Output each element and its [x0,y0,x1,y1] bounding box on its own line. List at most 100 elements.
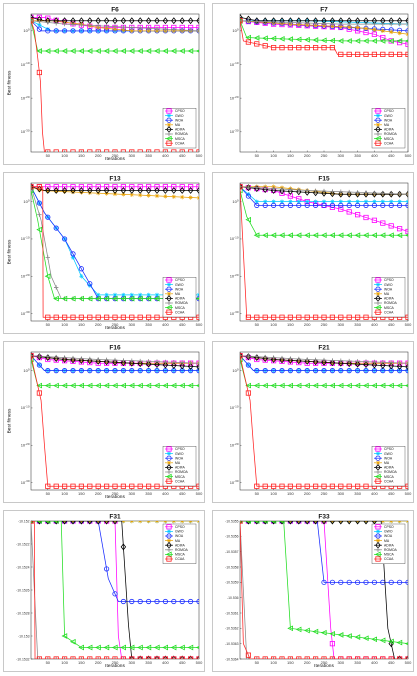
series-marker-GWO [363,199,369,204]
series-marker-ADIFA [61,521,68,525]
series-line-MSCA [240,20,408,42]
x-tick-label: 350 [145,491,152,496]
legend-marker [166,108,172,114]
series-marker-CPSO [329,641,335,647]
series-marker-CPSO [162,184,168,190]
x-tick-label: 450 [388,491,395,496]
series-marker-MSCA [320,382,327,389]
x-tick-label: 450 [179,322,186,327]
series-marker-ADIFA [287,356,294,364]
series-marker-CCAA [346,314,352,320]
series-marker-ADIFA [36,185,43,193]
series-marker-CCAA [405,483,408,489]
legend-label: MA [175,461,181,465]
y-tick-label: -10.5357 [225,550,238,554]
series-marker-WOA [338,202,344,208]
series-marker-ADIFA [112,187,118,194]
x-tick-label: 250 [321,153,328,158]
series-marker-ROMOA [389,21,394,27]
series-marker-MSCA [371,382,378,389]
legend-marker [375,282,381,287]
series-marker-MSCA [278,521,285,524]
series-marker-MSCA [145,644,152,651]
series-marker-ROMOA [54,285,59,290]
legend-label: ADIFA [384,543,395,547]
series-marker-CCAA [129,483,135,489]
chart-title: F33 [318,514,330,521]
x-tick-label: 450 [179,153,186,158]
series-marker-MSCA [270,35,277,42]
series-marker-MSCA [103,382,110,389]
x-tick-label: 250 [321,322,328,327]
series-marker-ADIFA [405,190,408,198]
x-tick-label: 250 [321,660,328,665]
series-marker-WOA [287,202,294,208]
series-marker-CCAA [313,483,319,489]
series-marker-MSCA [153,48,160,54]
series-marker-MSCA [354,232,361,239]
chart-title: F31 [109,514,121,521]
series-marker-ADIFA [405,655,408,659]
x-tick-label: 150 [287,491,294,496]
series-marker-ROMOA [171,656,176,659]
series-marker-CCAA [137,483,143,489]
series-marker-MA [70,189,76,195]
legend-label: MSCA [384,475,395,479]
y-tick-label: 10-20 [21,273,30,279]
legend-marker [375,286,381,292]
series-line-CPSO [31,521,199,659]
series-marker-ROMOA [380,656,385,659]
series-marker-GWO [397,199,402,204]
series-marker-ROMOA [372,190,377,196]
series-marker-ROMOA [180,656,185,659]
series-marker-CCAA [296,314,302,320]
series-group [240,183,408,320]
series-marker-MSCA [128,644,135,651]
series-marker-CCAA [145,483,152,489]
series-marker-WOA [405,368,408,374]
y-tick-label: 100 [232,198,238,204]
legend-label: ROMOA [175,301,189,305]
series-marker-CCAA [304,483,310,489]
series-marker-ADIFA [396,655,403,659]
series-marker-WOA [112,591,118,597]
y-tick-label: 10-20 [21,95,30,101]
series-marker-WOA [405,28,408,34]
series-marker-CCAA [31,18,34,24]
legend-marker [375,108,381,114]
series-marker-ADIFA [103,17,110,25]
series-marker-CCAA [31,521,34,524]
legend-label: CPSO [175,525,185,529]
series-marker-ADIFA [70,187,76,194]
series-marker-WOA [45,368,51,374]
series-group [240,521,408,659]
series-marker-MSCA [346,232,352,239]
x-tick-label: 350 [354,491,361,496]
series-marker-CCAA [53,483,59,489]
series-marker-GWO [380,199,385,204]
panel-4: F16 50 100 150 200 250 300 350 400 450 500 100 10-10… [3,341,205,503]
series-marker-ADIFA [262,355,268,362]
series-marker-ROMOA [338,189,343,194]
legend-label: MA [175,123,181,127]
series-marker-ROMOA [330,189,335,194]
series-marker-MSCA [61,48,68,54]
series-marker-ROMOA [380,360,385,365]
series-marker-MSCA [312,382,319,389]
series-line-WOA [31,355,199,372]
series-marker-CCAA [53,149,59,152]
legend-label: GWO [175,452,184,456]
series-marker-ROMOA [87,356,92,362]
legend-marker [375,547,381,552]
series-marker-CPSO [129,184,135,190]
series-marker-CCAA [304,45,310,51]
y-tick-label: -10.5363 [225,642,238,646]
series-line-CCAA [31,521,199,659]
series-marker-ADIFA [240,183,243,191]
series-marker-WOA [146,598,152,605]
series-marker-MA [62,189,67,194]
legend-label: ADIFA [384,128,395,132]
series-marker-ROMOA [363,21,369,27]
series-marker-CCAA [78,483,84,489]
series-marker-ROMOA [405,21,408,27]
